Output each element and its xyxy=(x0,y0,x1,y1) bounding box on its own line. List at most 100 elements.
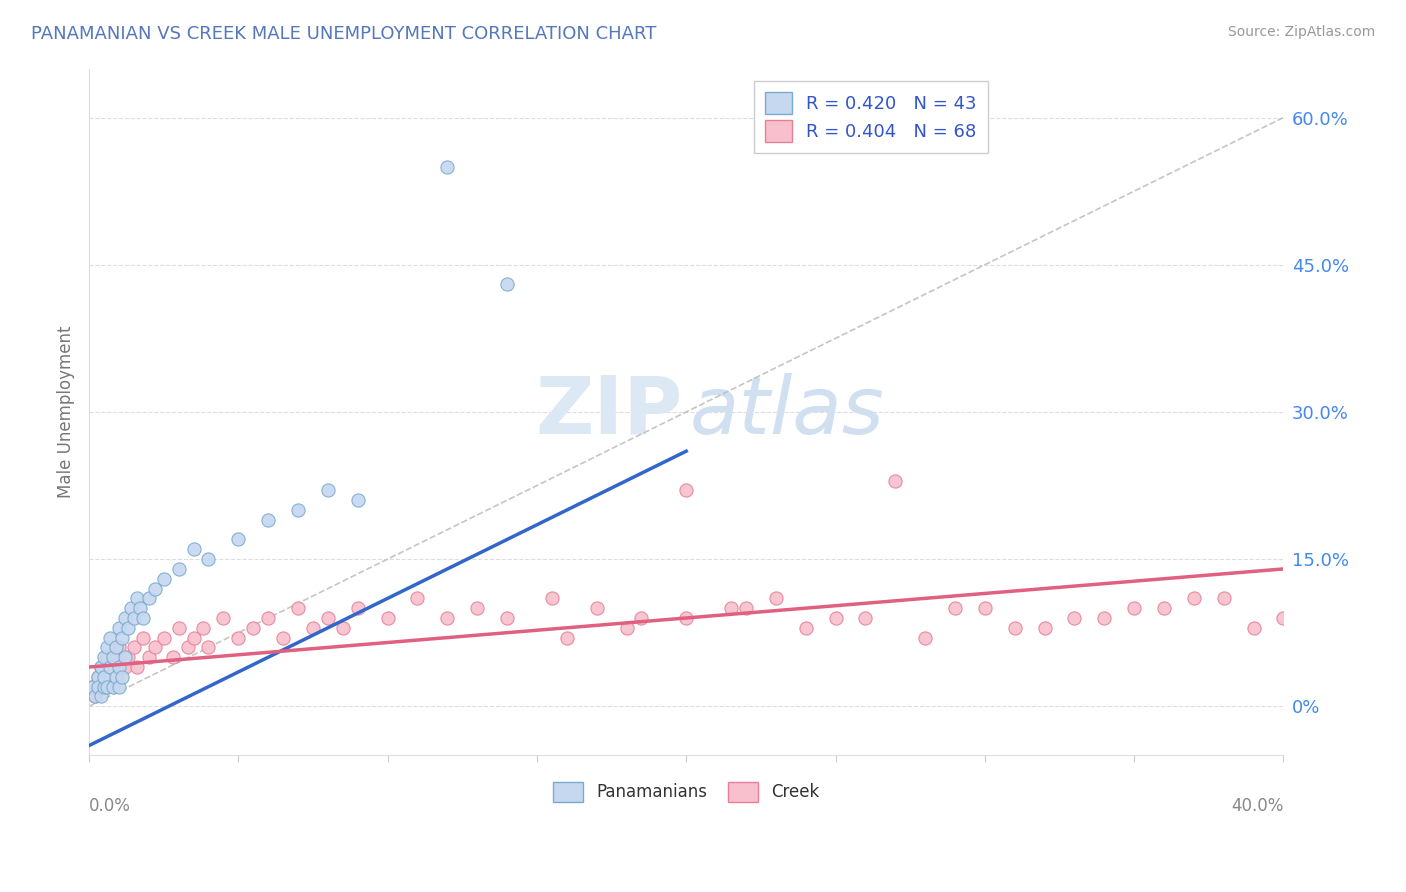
Point xyxy=(104,670,127,684)
Point xyxy=(1243,621,1265,635)
Point xyxy=(90,660,112,674)
Point xyxy=(114,660,136,674)
Point xyxy=(465,601,488,615)
Point xyxy=(197,640,219,655)
Point xyxy=(176,640,198,655)
Point xyxy=(80,680,103,694)
Point xyxy=(104,640,127,655)
Point xyxy=(87,670,110,684)
Point xyxy=(406,591,429,606)
Point xyxy=(1212,591,1234,606)
Point xyxy=(90,680,112,694)
Point xyxy=(1092,611,1115,625)
Point xyxy=(884,474,907,488)
Point xyxy=(101,650,124,665)
Point xyxy=(87,680,110,694)
Point xyxy=(616,621,638,635)
Point xyxy=(122,611,145,625)
Y-axis label: Male Unemployment: Male Unemployment xyxy=(58,326,75,499)
Point xyxy=(287,601,309,615)
Point xyxy=(765,591,787,606)
Point xyxy=(93,680,115,694)
Point xyxy=(257,513,280,527)
Point xyxy=(96,680,118,694)
Point xyxy=(93,670,115,684)
Point xyxy=(302,621,325,635)
Point xyxy=(228,631,250,645)
Point xyxy=(96,680,118,694)
Point xyxy=(122,640,145,655)
Point xyxy=(228,533,250,547)
Point xyxy=(1004,621,1026,635)
Text: Source: ZipAtlas.com: Source: ZipAtlas.com xyxy=(1227,25,1375,39)
Point xyxy=(143,640,166,655)
Point xyxy=(167,621,190,635)
Point xyxy=(332,621,354,635)
Point xyxy=(496,611,519,625)
Point xyxy=(183,542,205,557)
Point xyxy=(98,660,121,674)
Text: atlas: atlas xyxy=(690,373,884,451)
Point xyxy=(117,650,139,665)
Point xyxy=(1063,611,1085,625)
Point xyxy=(346,601,368,615)
Point xyxy=(1123,601,1146,615)
Point xyxy=(675,611,697,625)
Point xyxy=(84,690,107,704)
Point xyxy=(80,680,103,694)
Point xyxy=(191,621,214,635)
Point xyxy=(630,611,652,625)
Point xyxy=(585,601,607,615)
Point xyxy=(108,621,131,635)
Point xyxy=(117,621,139,635)
Point xyxy=(914,631,936,645)
Point xyxy=(496,277,519,292)
Point xyxy=(824,611,846,625)
Point xyxy=(87,670,110,684)
Point xyxy=(108,680,131,694)
Point xyxy=(436,160,458,174)
Point xyxy=(1153,601,1175,615)
Point xyxy=(132,611,155,625)
Point xyxy=(114,611,136,625)
Point xyxy=(111,670,134,684)
Point xyxy=(316,611,339,625)
Point xyxy=(152,631,174,645)
Point xyxy=(98,660,121,674)
Point xyxy=(143,582,166,596)
Point xyxy=(735,601,758,615)
Point xyxy=(111,631,134,645)
Point xyxy=(346,493,368,508)
Point xyxy=(93,650,115,665)
Point xyxy=(212,611,235,625)
Point xyxy=(90,660,112,674)
Point xyxy=(120,601,142,615)
Point xyxy=(108,660,131,674)
Point xyxy=(98,631,121,645)
Point xyxy=(271,631,294,645)
Point xyxy=(183,631,205,645)
Point xyxy=(90,690,112,704)
Point xyxy=(167,562,190,576)
Point xyxy=(720,601,742,615)
Point xyxy=(101,650,124,665)
Point xyxy=(197,552,219,566)
Point xyxy=(125,660,148,674)
Point xyxy=(675,483,697,498)
Point xyxy=(257,611,280,625)
Text: 0.0%: 0.0% xyxy=(89,797,131,814)
Point xyxy=(555,631,578,645)
Point xyxy=(128,601,150,615)
Point xyxy=(108,640,131,655)
Text: PANAMANIAN VS CREEK MALE UNEMPLOYMENT CORRELATION CHART: PANAMANIAN VS CREEK MALE UNEMPLOYMENT CO… xyxy=(31,25,657,43)
Point xyxy=(93,670,115,684)
Point xyxy=(96,650,118,665)
Point xyxy=(541,591,564,606)
Legend: Panamanians, Creek: Panamanians, Creek xyxy=(547,775,825,809)
Point xyxy=(84,690,107,704)
Point xyxy=(162,650,184,665)
Text: ZIP: ZIP xyxy=(536,373,683,451)
Point xyxy=(104,670,127,684)
Point xyxy=(1272,611,1295,625)
Point xyxy=(316,483,339,498)
